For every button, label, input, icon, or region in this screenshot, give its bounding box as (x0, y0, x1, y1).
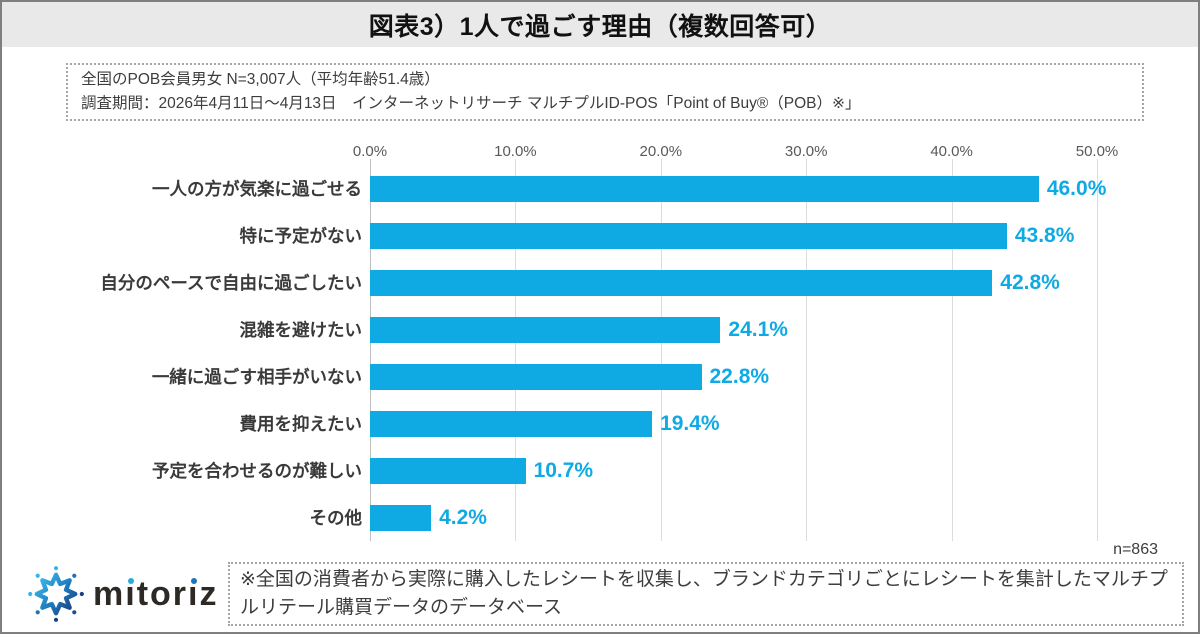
title-bar: 図表3）1人で過ごす理由（複数回答可） (2, 2, 1198, 47)
bar (370, 175, 1039, 202)
category-label: 混雑を避けたい (239, 320, 363, 340)
bar-track: 43.8% (370, 212, 1097, 259)
logo-letter: o (150, 575, 173, 613)
logo-orbit-dot (53, 617, 59, 622)
gridlines (370, 159, 1098, 541)
logo-letter: t (136, 575, 151, 613)
bar (370, 504, 432, 531)
burst-star-icon (28, 566, 84, 622)
bar-track: 46.0% (370, 165, 1106, 212)
x-axis-tick-label: 10.0% (494, 143, 537, 160)
logo-letter: ı (125, 575, 137, 613)
bar-track: 4.2% (370, 494, 1097, 541)
bar-row: 自分のペースで自由に過ごしたい 42.8% (32, 259, 1142, 306)
gridline (806, 159, 808, 541)
bar-row: 費用を抑えたい 19.4% (32, 400, 1142, 447)
category-label: 一人の方が気楽に過ごせる (152, 179, 362, 199)
x-axis-tick-label: 30.0% (784, 143, 828, 160)
logo-orbit-dot (35, 610, 40, 615)
bar-track: 19.4% (370, 400, 1097, 447)
x-axis: 0.0% 10.0% 20.0% 30.0% 40.0% 50.0% (353, 143, 1118, 162)
logo-orbit-dot (28, 591, 33, 597)
y-axis-line (370, 159, 371, 541)
category-label: 自分のペースで自由に過ごしたい (100, 273, 362, 293)
logo-i-dot (127, 578, 134, 584)
footnote-text: ※全国の消費者から実際に購入したレシートを収集し、ブランドカテゴリごとにレシート… (240, 569, 1168, 618)
logo-orbit-dot (72, 573, 77, 578)
bar-row: その他 4.2% (32, 494, 1142, 541)
bar-row: 混雑を避けたい 24.1% (32, 306, 1142, 353)
gridline (951, 159, 953, 541)
value-label: 42.8% (1000, 270, 1060, 294)
value-label: 46.0% (1046, 176, 1107, 200)
category-label: 特に予定がない (239, 226, 363, 246)
category-label: 一緒に過ごす相手がいない (151, 367, 362, 387)
bar (370, 222, 1007, 249)
logo-letter: r (172, 575, 189, 613)
footnote-box: ※全国の消費者から実際に購入したレシートを収集し、ブランドカテゴリごとにレシート… (228, 562, 1184, 626)
x-axis-tick-label: 20.0% (639, 143, 683, 160)
gridline (1097, 159, 1098, 541)
x-axis-tick-label: 40.0% (930, 143, 973, 160)
survey-info-box: 全国のPOB会員男女 N=3,007人（平均年齢51.4歳） 調査期間：2026… (66, 63, 1144, 121)
logo-i-dot (190, 578, 197, 584)
logo-letter: m (93, 575, 126, 613)
category-label: 費用を抑えたい (239, 414, 363, 434)
value-label: 24.1% (728, 317, 788, 341)
value-label: 22.8% (709, 364, 770, 388)
bar (370, 269, 993, 296)
bar-track: 10.7% (370, 447, 1097, 494)
bar (370, 363, 702, 390)
logo-letter: z (199, 575, 219, 613)
bar-row: 一緒に過ごす相手がいない 22.8% (32, 353, 1142, 400)
plot-area: 一人の方が気楽に過ごせる 46.0% 特に予定がない 43.8% 自分のペースで自由に過… (32, 159, 1142, 541)
bar-track: 24.1% (370, 306, 1097, 353)
logo-orbit-dot (72, 610, 77, 615)
category-label: 予定を合わせるのが難しい (152, 461, 362, 481)
survey-info-line2: 調査期間：2026年4月11日～4月13日 インターネットリサーチ マルチプルI… (81, 95, 861, 112)
bar-row: 予定を合わせるのが難しい 10.7% (32, 447, 1142, 494)
gridline (660, 159, 662, 541)
bar-track: 42.8% (370, 259, 1097, 306)
bar-chart: 0.0% 10.0% 20.0% 30.0% 40.0% 50.0% 一人の方が気楽に過ご… (32, 143, 1142, 541)
value-label: 10.7% (533, 458, 594, 482)
logo-orbit-dot (35, 573, 40, 578)
survey-info-line1: 全国のPOB会員男女 N=3,007人（平均年齢51.4歳） (81, 71, 440, 88)
value-label: 43.8% (1014, 223, 1075, 247)
sample-size-label: n=863 (1113, 541, 1158, 558)
x-axis-tick-label: 50.0% (1075, 143, 1119, 160)
logo-letter: ı (188, 575, 200, 613)
bar-row: 特に予定がない 43.8% (32, 212, 1142, 259)
bar (370, 410, 653, 437)
page-title: 図表3）1人で過ごす理由（複数回答可） (368, 12, 832, 41)
gridline (515, 159, 517, 541)
value-label: 19.4% (660, 411, 720, 435)
value-label: 4.2% (439, 505, 487, 529)
bar-row: 一人の方が気楽に過ごせる 46.0% (32, 165, 1142, 212)
logo-orbit-dot (53, 566, 59, 571)
category-label: その他 (309, 508, 363, 528)
logo-orbit-dot (79, 591, 84, 597)
bar-rows: 一人の方が気楽に過ごせる 46.0% 特に予定がない 43.8% 自分のペースで自由に過… (32, 165, 1142, 541)
bar (370, 316, 721, 343)
bar-track: 22.8% (370, 353, 1097, 400)
x-axis-tick-label: 0.0% (352, 143, 388, 160)
bar (370, 457, 526, 484)
